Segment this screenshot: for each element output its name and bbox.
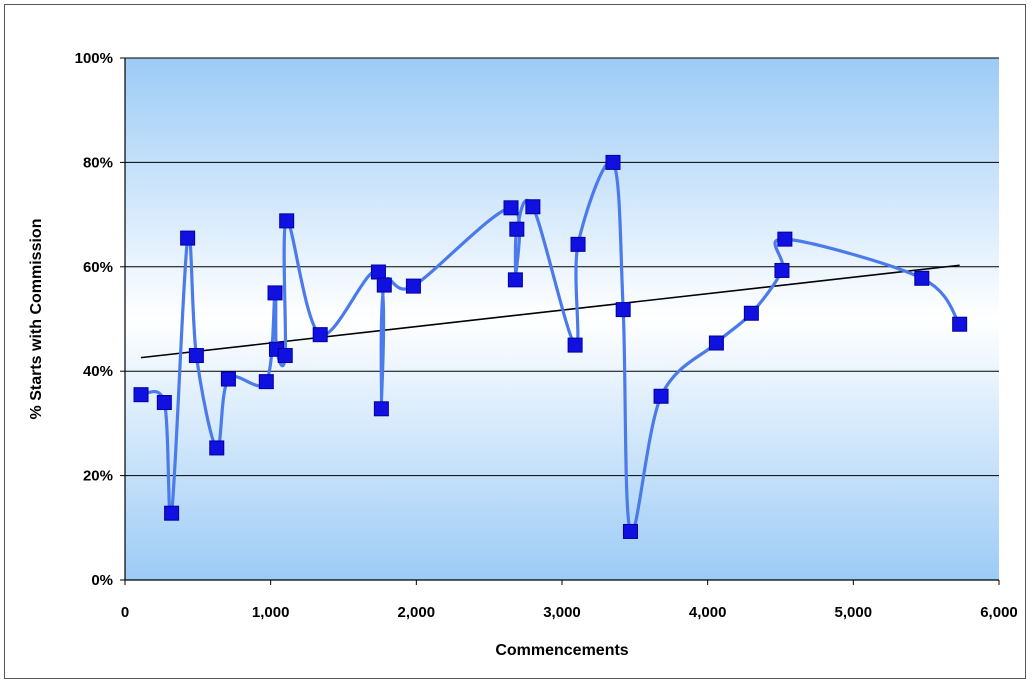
data-point [180,230,196,246]
plot-area [125,58,999,580]
x-tick-label: 0 [121,604,129,621]
data-point [509,221,525,237]
data-point [952,316,968,332]
data-point [567,337,583,353]
data-point [622,523,638,539]
data-point [209,440,225,456]
y-tick-label: 40% [83,363,113,380]
data-point [164,505,180,521]
data-point [279,213,295,229]
data-point [277,348,293,364]
data-point [525,199,541,215]
y-tick-label: 0% [91,572,113,589]
data-point [914,270,930,286]
data-point [507,272,523,288]
y-tick-label: 60% [83,259,113,276]
y-axis-title: % Starts with Commission [28,219,45,420]
data-point [258,374,274,390]
x-tick-label: 2,000 [398,604,436,621]
data-point [220,371,236,387]
x-tick-label: 3,000 [543,604,581,621]
data-point [743,305,759,321]
data-point [777,231,793,247]
tick-label-group: 0% 20% 40% 60% 80% 100% 0 1,000 2,000 3,000 4,000 5… [75,50,1018,621]
axes [120,57,1000,585]
data-point [503,200,519,216]
y-tick-label: 20% [83,468,113,485]
marker-group [133,154,968,539]
data-point [615,302,631,318]
x-tick-label: 4,000 [689,604,727,621]
data-point [133,387,149,403]
data-point [156,395,172,411]
y-tick-label: 80% [83,154,113,171]
data-point [774,262,790,278]
data-point [312,327,328,343]
data-point [405,278,421,294]
data-point [188,348,204,364]
y-tick-label: 100% [75,50,113,67]
x-tick-label: 5,000 [835,604,873,621]
data-point [653,388,669,404]
data-point [605,154,621,170]
data-point [708,335,724,351]
data-point [376,277,392,293]
data-point [370,264,386,280]
data-point [570,236,586,252]
x-tick-label: 6,000 [980,604,1018,621]
data-point [373,401,389,417]
x-tick-label: 1,000 [252,604,290,621]
data-point [267,285,283,301]
x-axis-title: Commencements [495,642,628,659]
